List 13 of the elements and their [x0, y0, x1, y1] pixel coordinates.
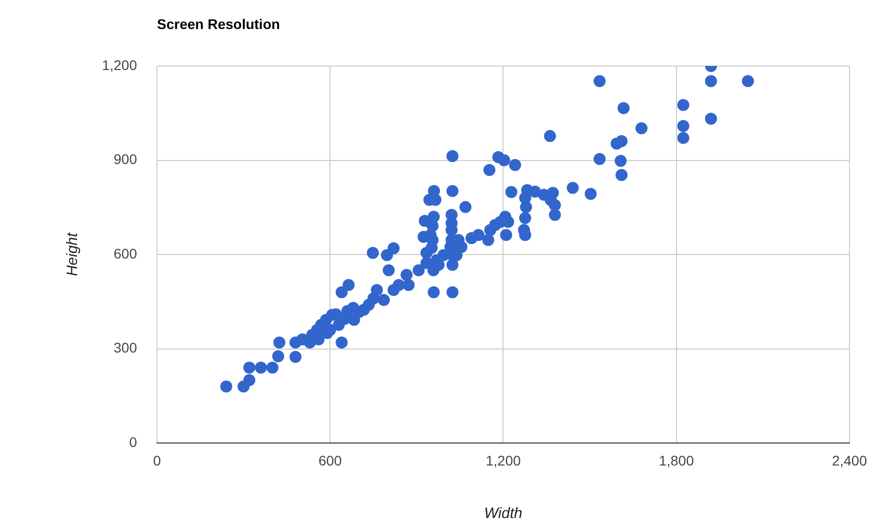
y-tick-label: 0 — [129, 434, 138, 450]
x-tick-label: 1,200 — [486, 452, 521, 468]
y-axis-title: Height — [64, 232, 82, 276]
x-axis-title: Width — [484, 505, 522, 522]
y-tick-label: 600 — [114, 245, 138, 262]
y-tick-label: 1,200 — [102, 56, 138, 73]
x-tick-label: 1,800 — [658, 452, 694, 468]
x-tick-label: 0 — [153, 452, 162, 468]
y-tick-label: 900 — [114, 151, 138, 168]
x-tick-label: 2,400 — [832, 452, 868, 468]
x-tick-label: 600 — [318, 452, 342, 468]
chart-title: Screen Resolution — [157, 16, 280, 32]
y-tick-label: 300 — [114, 340, 138, 356]
